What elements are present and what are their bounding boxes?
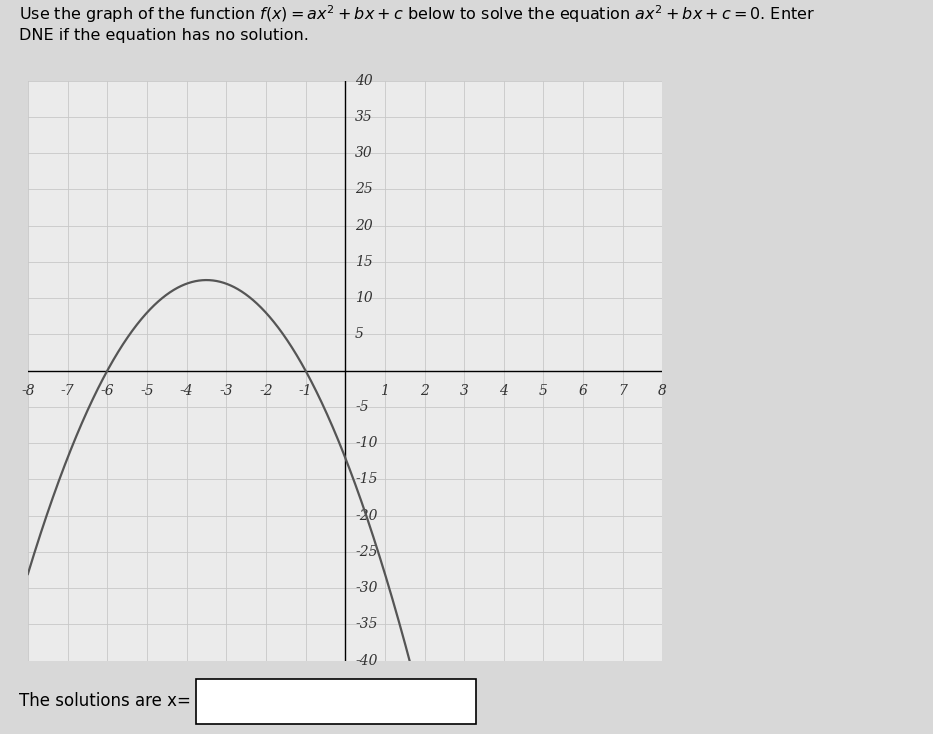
Text: 7: 7	[619, 384, 627, 398]
Text: -6: -6	[101, 384, 114, 398]
Text: -3: -3	[219, 384, 233, 398]
Text: -30: -30	[355, 581, 378, 595]
Text: -15: -15	[355, 473, 378, 487]
Text: 20: 20	[355, 219, 373, 233]
Text: The solutions are x=: The solutions are x=	[19, 692, 190, 710]
Text: -20: -20	[355, 509, 378, 523]
Text: 25: 25	[355, 183, 373, 197]
Text: 30: 30	[355, 146, 373, 160]
Text: -8: -8	[21, 384, 35, 398]
Text: 3: 3	[460, 384, 468, 398]
Text: 5: 5	[539, 384, 548, 398]
Text: -25: -25	[355, 545, 378, 559]
Text: -10: -10	[355, 436, 378, 450]
Text: 6: 6	[578, 384, 588, 398]
Text: 1: 1	[381, 384, 389, 398]
FancyBboxPatch shape	[196, 679, 476, 724]
Text: -5: -5	[140, 384, 154, 398]
Text: -1: -1	[299, 384, 313, 398]
Text: 10: 10	[355, 291, 373, 305]
Text: Use the graph of the function $f(x) = ax^2 + bx + c$ below to solve the equation: Use the graph of the function $f(x) = ax…	[19, 4, 815, 43]
Text: 15: 15	[355, 255, 373, 269]
Text: -4: -4	[180, 384, 193, 398]
Text: 4: 4	[499, 384, 508, 398]
Text: -7: -7	[61, 384, 75, 398]
Text: -35: -35	[355, 617, 378, 631]
Text: -2: -2	[259, 384, 272, 398]
Text: 35: 35	[355, 110, 373, 124]
Text: 5: 5	[355, 327, 364, 341]
Text: 40: 40	[355, 73, 373, 88]
Text: -5: -5	[355, 400, 369, 414]
Text: 2: 2	[420, 384, 429, 398]
Text: 8: 8	[658, 384, 667, 398]
Text: -40: -40	[355, 653, 378, 668]
